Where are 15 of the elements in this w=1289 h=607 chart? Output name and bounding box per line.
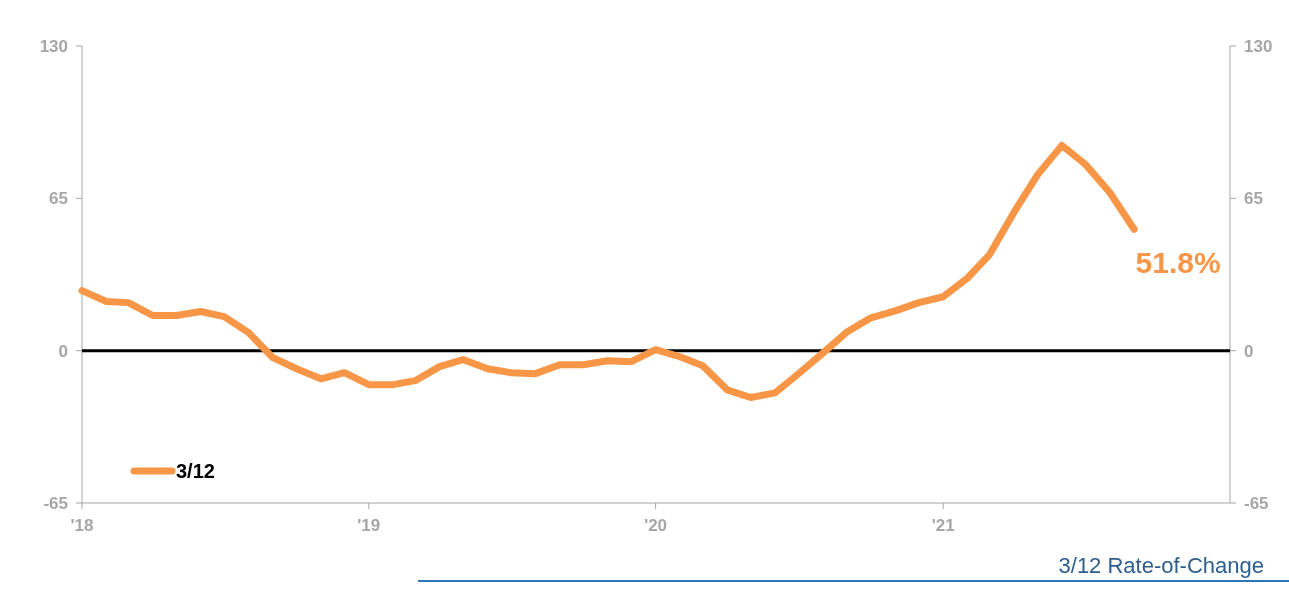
y2-tick-label: 130 [1244, 36, 1273, 56]
y2-tick-label: -65 [1244, 493, 1269, 513]
x-tick-label: '20 [644, 516, 668, 535]
x-tick-label: '19 [357, 516, 381, 535]
y-tick-label: -65 [43, 493, 68, 513]
y-tick-label: 65 [49, 189, 68, 209]
x-tick-label: '18 [70, 516, 94, 535]
y2-tick-label: 0 [1244, 341, 1254, 361]
text: 3/12 Rate-of-Change [1058, 553, 1264, 578]
y2-tick-label: 65 [1244, 189, 1263, 209]
legend-label: 3/12 [176, 460, 215, 482]
y-tick-label: 0 [58, 341, 68, 361]
x-tick-label: '21 [931, 516, 955, 535]
y-tick-label: 130 [39, 36, 68, 56]
annotation: 51.8% [1135, 246, 1221, 280]
